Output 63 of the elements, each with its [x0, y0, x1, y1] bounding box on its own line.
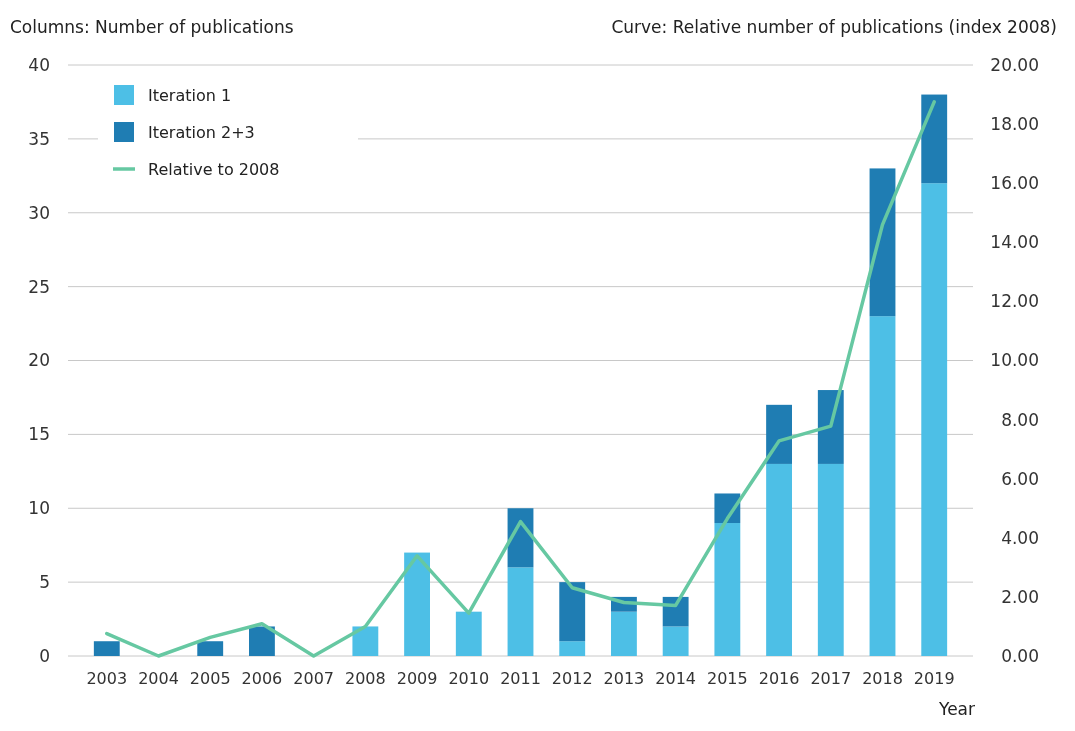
y2-tick-label: 4.00 [1001, 527, 1039, 548]
bar [817, 390, 844, 464]
x-tick-label: 2007 [293, 669, 334, 688]
bar [921, 94, 948, 184]
bar [611, 611, 637, 656]
bar [766, 463, 792, 656]
y-tick-label: 15 [28, 424, 50, 445]
legend-label: Iteration 1 [148, 85, 232, 105]
y2-tick-label: 18.00 [990, 114, 1039, 135]
x-axis-title: Year [938, 699, 975, 719]
y2-tick-label: 6.00 [1001, 468, 1039, 489]
bar [559, 582, 586, 642]
bar [352, 626, 379, 656]
x-tick-label: 2009 [396, 669, 438, 688]
y2-tick-label: 0.00 [1001, 645, 1039, 666]
x-tick-label: 2004 [138, 669, 179, 688]
y2-tick-label: 20.00 [990, 54, 1039, 75]
x-tick-label: 2012 [551, 669, 593, 688]
y2-tick-label: 2.00 [1001, 586, 1039, 607]
bar [249, 626, 275, 656]
bar [869, 316, 896, 656]
bar [714, 523, 741, 656]
y-tick-label: 5 [39, 572, 50, 593]
x-tick-label: 2013 [603, 669, 645, 688]
y-tick-label: 35 [28, 128, 50, 149]
y2-tick-label: 8.00 [1001, 409, 1039, 430]
y-tick-label: 30 [28, 202, 50, 223]
x-tick-label: 2017 [810, 669, 852, 688]
bar [93, 641, 120, 656]
bar [766, 404, 792, 464]
legend-label: Iteration 2+3 [148, 122, 255, 142]
line-series [105, 100, 936, 658]
bar [455, 611, 482, 656]
x-tick-label: 2019 [913, 669, 955, 688]
y-tick-label: 10 [28, 498, 50, 519]
x-tick-label: 2011 [500, 669, 541, 688]
bar [921, 183, 948, 656]
y2-tick-label: 16.00 [990, 173, 1039, 194]
legend-label: Relative to 2008 [148, 159, 280, 179]
y2-tick-label: 12.00 [990, 291, 1039, 312]
y2-tick-label: 14.00 [990, 232, 1039, 253]
y-tick-label: 20 [28, 350, 50, 371]
bar [662, 626, 689, 656]
bar [817, 463, 844, 656]
y2-tick-label: 10.00 [990, 350, 1039, 371]
bar [197, 641, 224, 656]
x-tick-label: 2014 [655, 669, 696, 688]
x-tick-label: 2016 [758, 669, 800, 688]
x-tick-label: 2006 [241, 669, 283, 688]
x-tick-label: 2015 [707, 669, 748, 688]
bar [404, 552, 430, 656]
x-tick-label: 2008 [345, 669, 386, 688]
bar [559, 641, 586, 656]
y2-axis-title: Curve: Relative number of publications (index 2008) [611, 17, 1057, 37]
x-tick-label: 2003 [86, 669, 128, 688]
y-tick-label: 0 [39, 645, 50, 666]
y-tick-label: 25 [28, 276, 50, 297]
bar [507, 567, 534, 656]
x-tick-label: 2005 [189, 669, 231, 688]
y-tick-label: 40 [28, 54, 50, 75]
y-axis-title: Columns: Number of publications [10, 17, 294, 37]
x-tick-label: 2018 [862, 669, 903, 688]
x-tick-label: 2010 [448, 669, 490, 688]
